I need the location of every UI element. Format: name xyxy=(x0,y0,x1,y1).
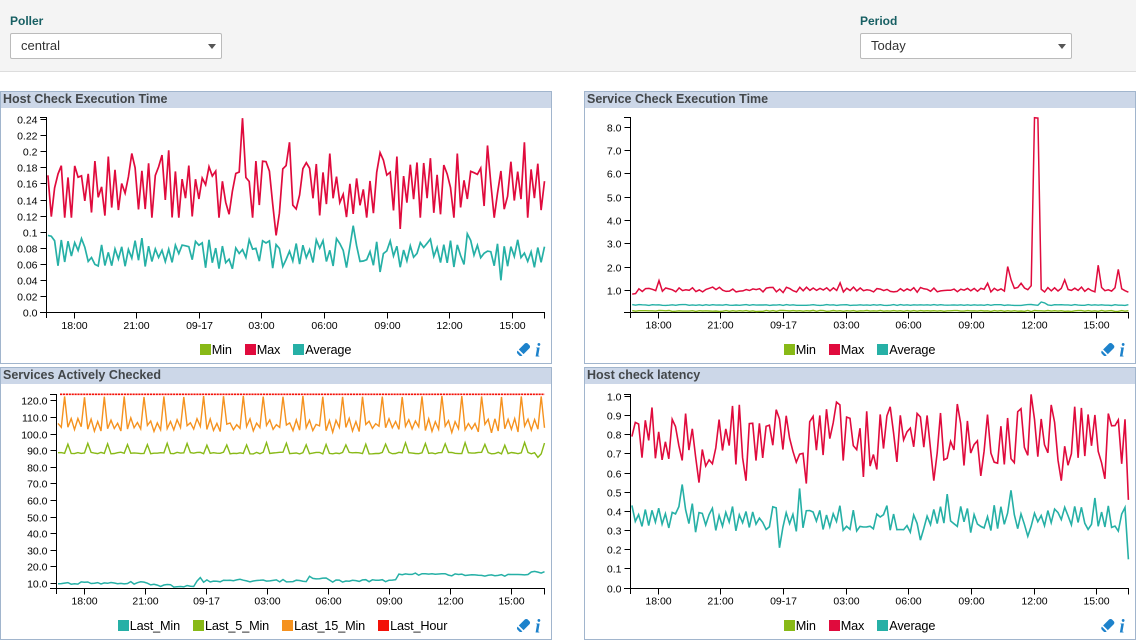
svg-text:09:00: 09:00 xyxy=(958,320,984,332)
svg-text:06:00: 06:00 xyxy=(311,320,337,332)
svg-text:03:00: 03:00 xyxy=(254,596,280,608)
svg-text:40.0: 40.0 xyxy=(27,528,48,540)
svg-text:3.0: 3.0 xyxy=(607,238,622,250)
svg-text:0.18: 0.18 xyxy=(17,162,38,174)
svg-text:0.2: 0.2 xyxy=(607,544,622,556)
svg-text:0.1: 0.1 xyxy=(23,227,38,239)
svg-text:80.0: 80.0 xyxy=(27,462,48,474)
svg-text:12:00: 12:00 xyxy=(1021,320,1047,332)
svg-text:21:00: 21:00 xyxy=(132,596,158,608)
svg-text:0.7: 0.7 xyxy=(607,448,622,460)
svg-text:i: i xyxy=(535,341,541,362)
svg-text:12:00: 12:00 xyxy=(1021,596,1047,608)
svg-text:15:00: 15:00 xyxy=(1083,320,1109,332)
svg-text:90.0: 90.0 xyxy=(27,445,48,457)
svg-text:0.5: 0.5 xyxy=(607,487,622,499)
svg-text:0.06: 0.06 xyxy=(17,259,38,271)
svg-text:03:00: 03:00 xyxy=(833,596,859,608)
svg-text:09:00: 09:00 xyxy=(376,596,402,608)
svg-text:06:00: 06:00 xyxy=(315,596,341,608)
svg-text:1.0: 1.0 xyxy=(607,391,622,403)
svg-text:21:00: 21:00 xyxy=(707,596,733,608)
svg-text:7.0: 7.0 xyxy=(607,145,622,157)
svg-text:09-17: 09-17 xyxy=(770,320,797,332)
svg-text:0.24: 0.24 xyxy=(17,114,38,126)
svg-text:06:00: 06:00 xyxy=(895,596,921,608)
svg-text:09:00: 09:00 xyxy=(374,320,400,332)
svg-text:18:00: 18:00 xyxy=(645,320,671,332)
svg-text:70.0: 70.0 xyxy=(27,478,48,490)
svg-text:0.22: 0.22 xyxy=(17,130,38,142)
svg-text:0.0: 0.0 xyxy=(23,307,38,319)
svg-text:50.0: 50.0 xyxy=(27,512,48,524)
svg-text:6.0: 6.0 xyxy=(607,168,622,180)
svg-text:0.9: 0.9 xyxy=(607,410,622,422)
svg-text:110.0: 110.0 xyxy=(22,412,48,424)
svg-text:21:00: 21:00 xyxy=(707,320,733,332)
svg-text:i: i xyxy=(1119,341,1125,362)
svg-text:60.0: 60.0 xyxy=(27,495,48,507)
svg-text:0.04: 0.04 xyxy=(17,275,38,287)
svg-text:15:00: 15:00 xyxy=(1083,596,1109,608)
svg-text:0.02: 0.02 xyxy=(17,291,38,303)
svg-text:0.08: 0.08 xyxy=(17,243,38,255)
svg-text:0.14: 0.14 xyxy=(17,195,38,207)
svg-text:0.16: 0.16 xyxy=(17,178,38,190)
svg-text:21:00: 21:00 xyxy=(123,320,149,332)
svg-text:18:00: 18:00 xyxy=(71,596,97,608)
svg-text:0.8: 0.8 xyxy=(607,429,622,441)
svg-text:5.0: 5.0 xyxy=(607,192,622,204)
svg-text:12:00: 12:00 xyxy=(437,596,463,608)
svg-text:0.1: 0.1 xyxy=(607,563,622,575)
svg-text:120.0: 120.0 xyxy=(21,395,47,407)
svg-text:10.0: 10.0 xyxy=(27,578,48,590)
svg-text:18:00: 18:00 xyxy=(61,320,87,332)
svg-text:03:00: 03:00 xyxy=(248,320,274,332)
svg-text:30.0: 30.0 xyxy=(27,545,48,557)
svg-text:0.6: 0.6 xyxy=(607,468,622,480)
svg-text:i: i xyxy=(535,617,541,638)
svg-text:03:00: 03:00 xyxy=(833,320,859,332)
svg-text:15:00: 15:00 xyxy=(498,596,524,608)
svg-text:2.0: 2.0 xyxy=(607,262,622,274)
svg-text:18:00: 18:00 xyxy=(645,596,671,608)
svg-text:09:00: 09:00 xyxy=(958,596,984,608)
svg-text:0.0: 0.0 xyxy=(607,583,622,595)
svg-text:0.12: 0.12 xyxy=(17,211,38,223)
svg-text:i: i xyxy=(1119,617,1125,638)
svg-text:1.0: 1.0 xyxy=(607,285,622,297)
svg-text:8.0: 8.0 xyxy=(607,122,622,134)
svg-text:06:00: 06:00 xyxy=(895,320,921,332)
svg-text:100.0: 100.0 xyxy=(21,429,47,441)
svg-text:0.4: 0.4 xyxy=(607,506,622,518)
svg-text:4.0: 4.0 xyxy=(607,215,622,227)
svg-text:15:00: 15:00 xyxy=(499,320,525,332)
svg-text:09-17: 09-17 xyxy=(770,596,797,608)
svg-text:09-17: 09-17 xyxy=(186,320,213,332)
svg-text:20.0: 20.0 xyxy=(27,561,48,573)
svg-text:0.2: 0.2 xyxy=(23,146,38,158)
svg-text:0.3: 0.3 xyxy=(607,525,622,537)
svg-text:12:00: 12:00 xyxy=(436,320,462,332)
svg-text:09-17: 09-17 xyxy=(193,596,220,608)
